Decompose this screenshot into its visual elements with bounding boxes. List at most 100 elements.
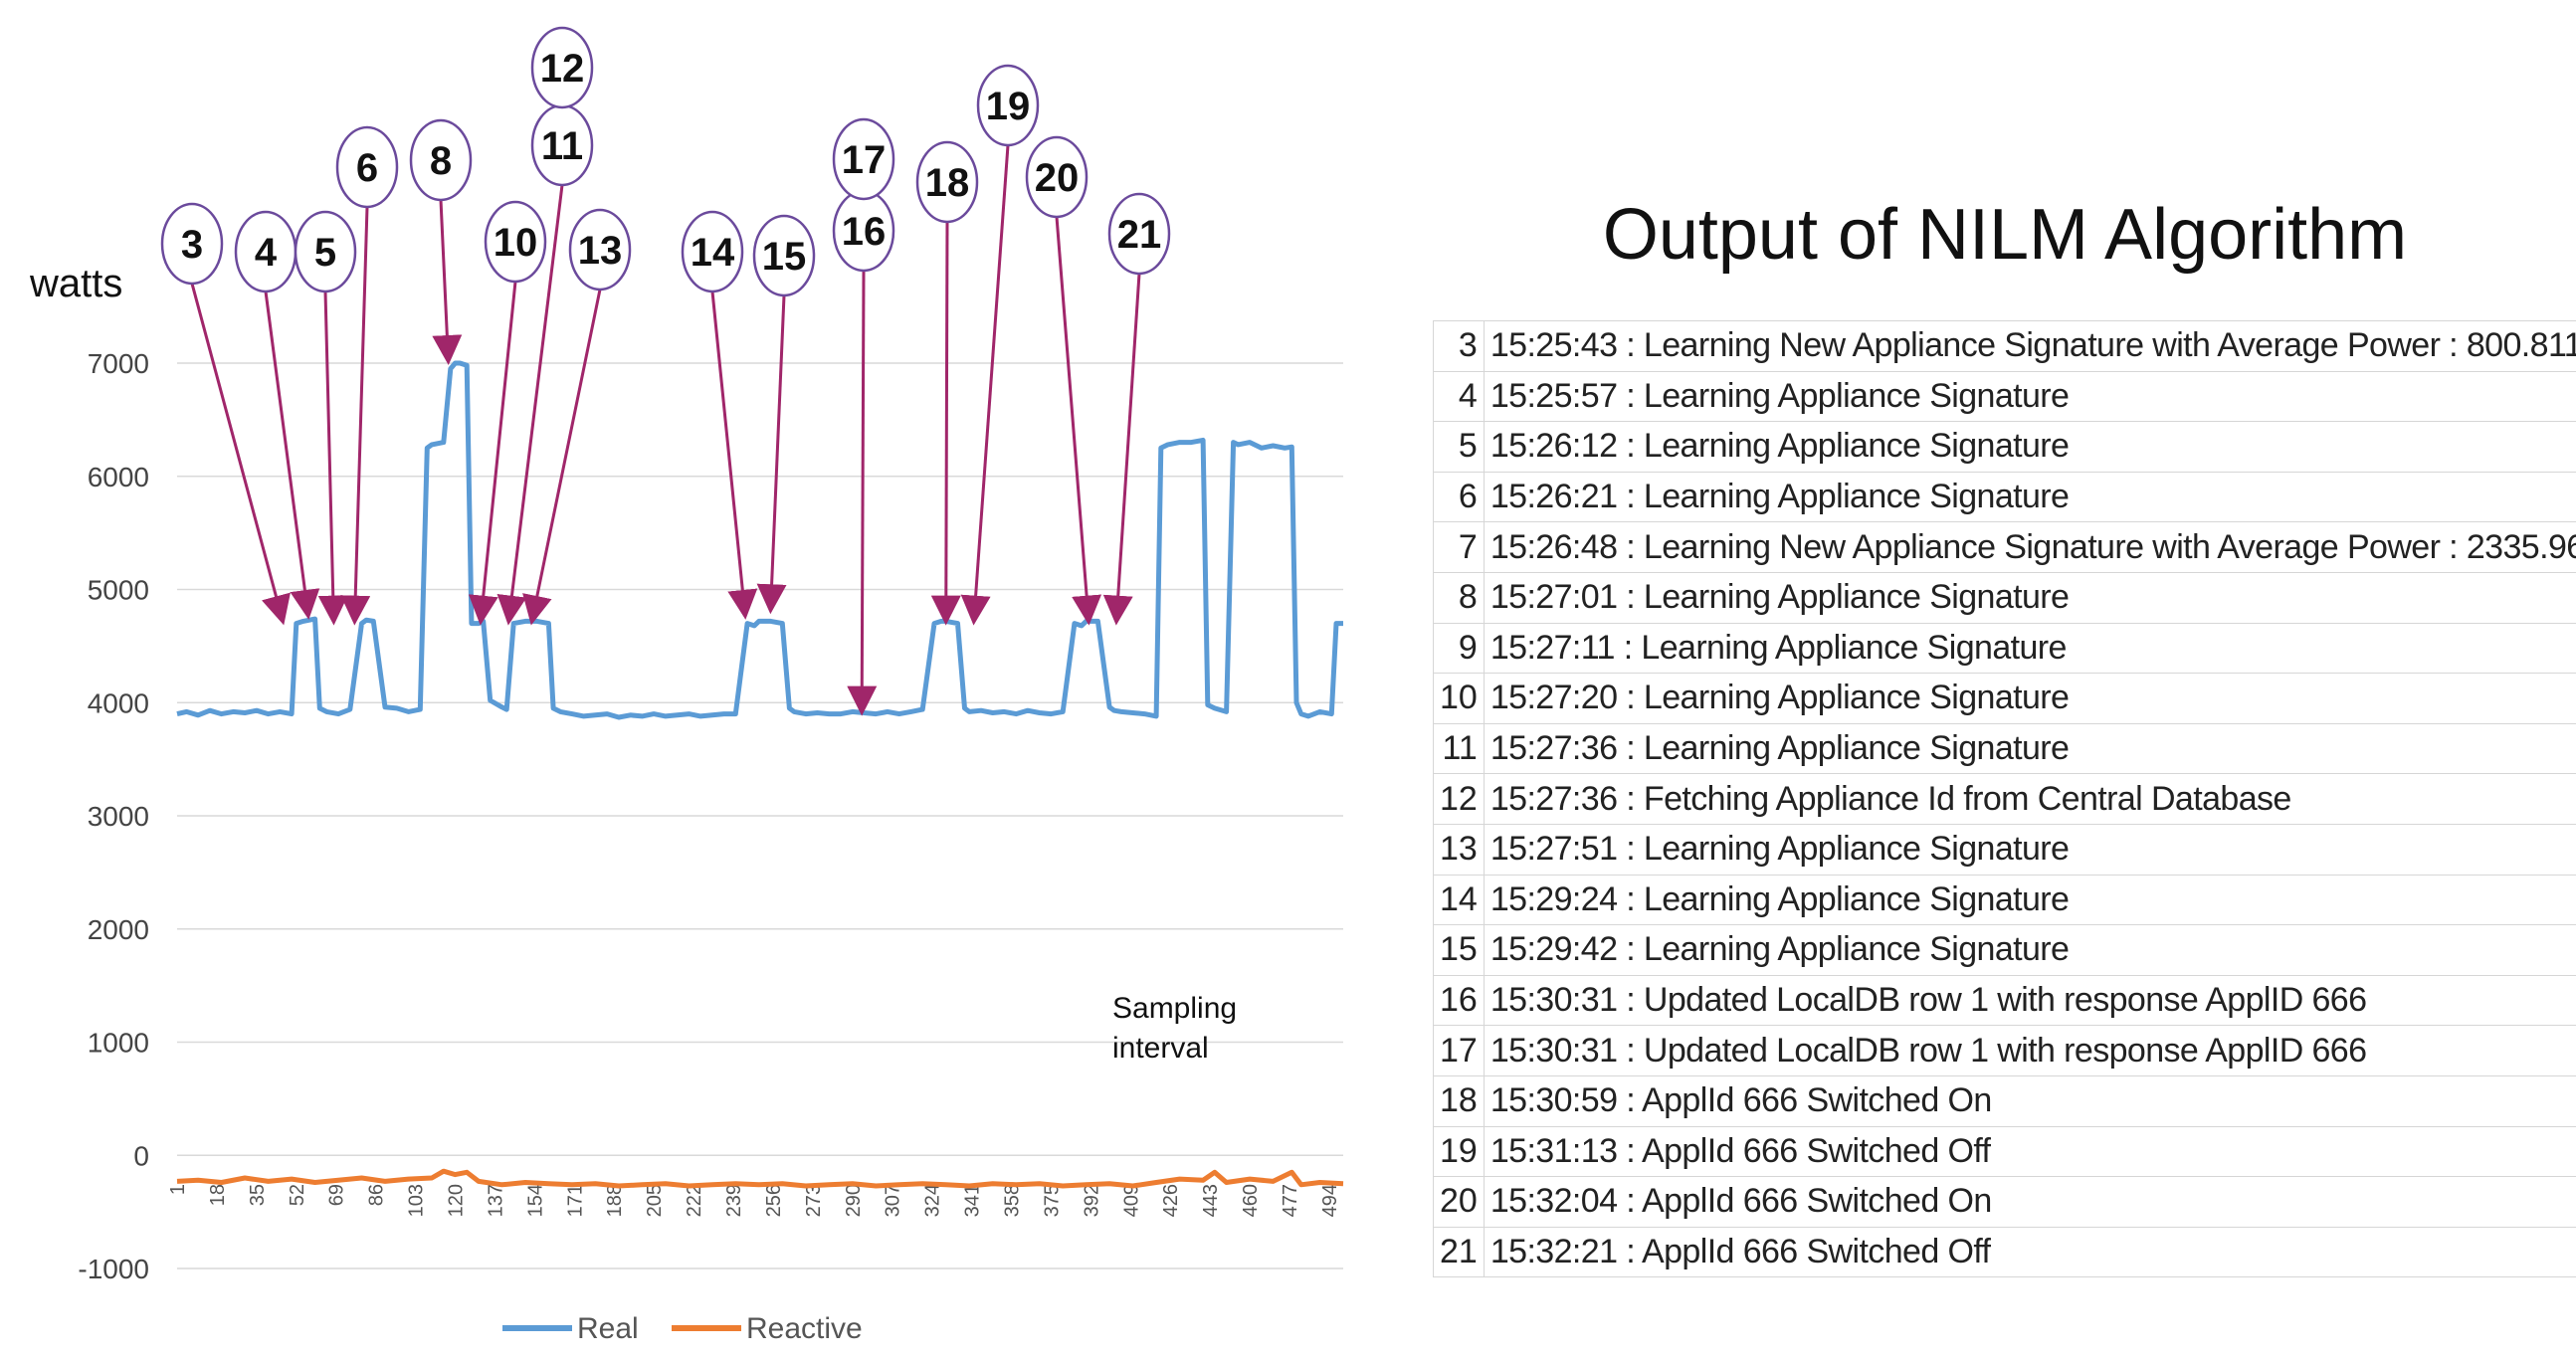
event-callout-label: 4 (255, 231, 278, 275)
log-row: 6 15:26:21 : Learning Appliance Signature (1433, 471, 2576, 523)
x-tick-label: 103 (406, 1184, 428, 1217)
x-tick-label: 171 (564, 1184, 586, 1217)
log-table: 3 15:25:43 : Learning New Appliance Signa… (1433, 320, 2576, 1278)
output-title: Output of NILM Algorithm (1602, 195, 2408, 275)
x-tick-label: 358 (1001, 1184, 1023, 1217)
y-tick-label: 5000 (88, 575, 149, 606)
log-row-number: 5 (1433, 421, 1485, 473)
log-row-message: 15:27:20 : Learning Appliance Signature (1483, 673, 2576, 724)
x-tick-label: 137 (485, 1184, 506, 1217)
log-row-message: 15:32:21 : ApplId 666 Switched Off (1483, 1226, 2576, 1278)
event-arrow (930, 221, 961, 626)
log-row-number: 17 (1433, 1025, 1485, 1076)
y-tick-label: 3000 (88, 801, 149, 832)
event-callout-circle (681, 210, 744, 293)
x-axis-label-line2: interval (1112, 1032, 1209, 1065)
event-arrow (190, 283, 291, 626)
y-tick-label: 6000 (88, 462, 149, 492)
log-row-message: 15:27:51 : Learning Appliance Signature (1483, 823, 2576, 876)
event-callout-circle (484, 200, 547, 284)
x-tick-label: 205 (644, 1184, 666, 1217)
event-arrow (1055, 216, 1102, 626)
x-axis-label-line1: Sampling (1112, 992, 1237, 1025)
event-callout-label: 13 (578, 229, 623, 273)
event-arrow (317, 291, 348, 626)
log-row: 19 15:31:13 : ApplId 666 Switched Off (1433, 1125, 2576, 1178)
x-tick-label: 188 (604, 1184, 626, 1217)
x-tick-label: 154 (524, 1184, 546, 1217)
log-row-message: 15:27:01 : Learning Appliance Signature (1483, 571, 2576, 624)
log-row-message: 15:27:36 : Learning Appliance Signature (1483, 722, 2576, 775)
log-row-message: 15:27:36 : Fetching Appliance Id from Ce… (1483, 773, 2576, 825)
event-callout-label: 21 (1117, 213, 1162, 257)
log-row-number: 10 (1433, 673, 1485, 724)
event-arrow (468, 281, 517, 626)
log-row: 8 15:27:01 : Learning Appliance Signature (1433, 571, 2576, 624)
log-row-message: 15:26:21 : Learning Appliance Signature (1483, 471, 2576, 523)
log-row: 16 15:30:31 : Updated LocalDB row 1 with … (1433, 974, 2576, 1027)
log-row-message: 15:31:13 : ApplId 666 Switched Off (1483, 1125, 2576, 1178)
event-callout-circle (335, 125, 399, 209)
y-tick-label: -1000 (78, 1254, 149, 1284)
x-tick-label: 307 (883, 1184, 904, 1217)
event-callout-label: 10 (494, 221, 538, 265)
log-row: 5 15:26:12 : Learning Appliance Signature (1433, 421, 2576, 473)
event-callout-label: 14 (691, 231, 735, 275)
x-tick-label: 341 (962, 1184, 984, 1217)
log-row: 20 15:32:04 : ApplId 666 Switched On (1433, 1176, 2576, 1228)
log-row-message: 15:25:57 : Learning Appliance Signature (1483, 370, 2576, 423)
x-tick-label: 239 (723, 1184, 745, 1217)
event-callout-label: 17 (842, 138, 887, 182)
x-tick-label: 477 (1280, 1184, 1301, 1217)
event-callout-circle (976, 64, 1040, 147)
x-tick-label: 86 (366, 1184, 388, 1206)
x-tick-label: 222 (684, 1184, 705, 1217)
y-tick-label: 7000 (88, 348, 149, 379)
log-row-number: 11 (1433, 722, 1485, 775)
log-row: 9 15:27:11 : Learning Appliance Signature (1433, 622, 2576, 675)
y-axis-ticks: 7000 6000 5000 4000 3000 2000 1000 0 -1000 (78, 348, 149, 1284)
event-arrows (190, 144, 1141, 716)
log-row: 18 15:30:59 : ApplId 666 Switched On (1433, 1074, 2576, 1127)
log-row-number: 16 (1433, 974, 1485, 1027)
event-callout-label: 15 (762, 235, 807, 279)
log-row: 13 15:27:51 : Learning Appliance Signatur… (1433, 823, 2576, 876)
log-row-message: 15:27:11 : Learning Appliance Signature (1483, 622, 2576, 675)
log-row-message: 15:30:31 : Updated LocalDB row 1 with re… (1483, 1025, 2576, 1076)
log-row-number: 3 (1433, 320, 1485, 372)
log-row-message: 15:29:24 : Learning Appliance Signature (1483, 874, 2576, 926)
log-row: 10 15:27:20 : Learning Appliance Signatur… (1433, 673, 2576, 724)
event-arrow (522, 289, 602, 626)
x-tick-label: 69 (326, 1184, 348, 1206)
log-row-number: 12 (1433, 773, 1485, 825)
x-tick-label: 324 (922, 1184, 944, 1217)
log-row: 21 15:32:21 : ApplId 666 Switched Off (1433, 1226, 2576, 1278)
series-lines (176, 360, 1344, 1189)
log-row-number: 15 (1433, 924, 1485, 976)
x-tick-label: 460 (1240, 1184, 1262, 1217)
x-tick-label: 120 (445, 1184, 467, 1217)
event-callout-label: 16 (842, 210, 887, 254)
legend: Real Reactive (502, 1312, 863, 1345)
event-callout-circle (568, 208, 632, 292)
log-row-number: 9 (1433, 622, 1485, 675)
x-tick-label: 273 (803, 1184, 825, 1217)
event-arrow (496, 184, 564, 626)
log-row-number: 19 (1433, 1125, 1485, 1178)
x-tick-label: 18 (207, 1184, 229, 1206)
x-tick-label: 52 (287, 1184, 308, 1206)
event-callout-label: 12 (540, 47, 585, 91)
x-tick-label: 409 (1120, 1184, 1142, 1217)
log-row-number: 13 (1433, 823, 1485, 876)
y-tick-label: 1000 (88, 1028, 149, 1059)
log-row-number: 4 (1433, 370, 1485, 423)
y-tick-label: 4000 (88, 687, 149, 718)
log-row-message: 15:29:42 : Learning Appliance Signature (1483, 924, 2576, 976)
log-row: 11 15:27:36 : Learning Appliance Signatur… (1433, 722, 2576, 775)
event-arrow (960, 144, 1010, 626)
log-row-message: 15:25:43 : Learning New Appliance Signat… (1483, 320, 2576, 372)
log-row: 4 15:25:57 : Learning Appliance Signature (1433, 370, 2576, 423)
x-tick-label: 392 (1081, 1184, 1102, 1217)
